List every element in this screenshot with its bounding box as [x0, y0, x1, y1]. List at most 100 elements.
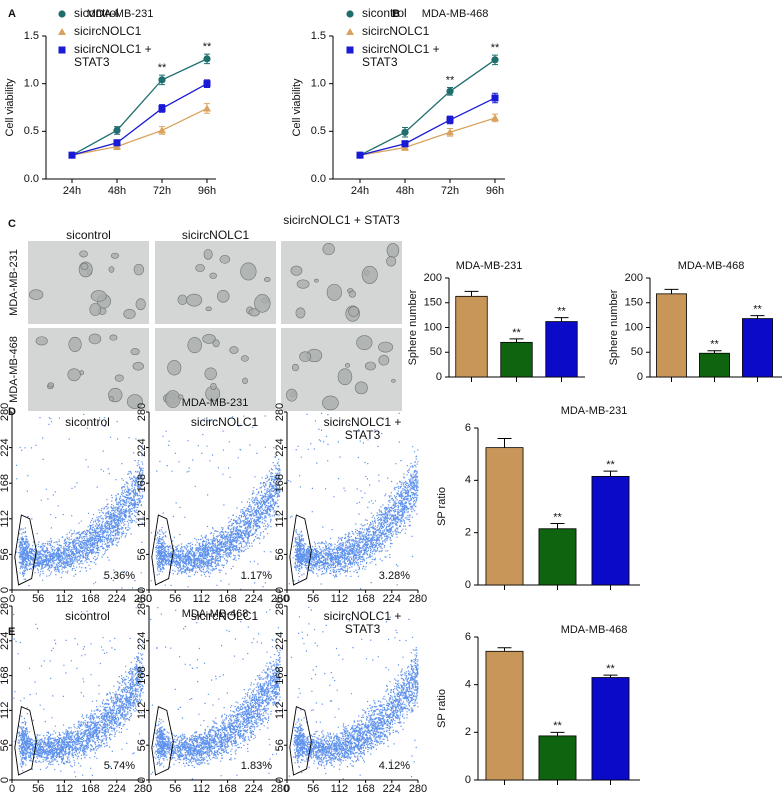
sphere: [291, 363, 299, 372]
marker: [491, 56, 499, 64]
x-tick-label: 280: [134, 783, 152, 795]
sphere: [109, 334, 118, 341]
x-tick-label: 48h: [396, 185, 414, 197]
y-tick-label: 280: [274, 403, 286, 421]
marker: [446, 128, 454, 136]
x-tick-label: 0: [146, 593, 152, 605]
sphere: [326, 283, 342, 301]
y-tick-label: 0: [465, 579, 471, 591]
y-tick-label: 56: [274, 548, 286, 560]
x-tick-label: 112: [193, 783, 211, 795]
legend-label-box: sicircNOLC1: [74, 25, 141, 38]
legend-label: sicontrol: [362, 7, 407, 20]
sphere: [263, 277, 271, 282]
error-bar: [603, 470, 618, 477]
y-tick-label: 0: [465, 774, 471, 786]
y-tick-label: 0: [637, 371, 643, 383]
gate-percent: 1.83%: [241, 760, 272, 772]
sphere: [178, 394, 184, 400]
series-line: [71, 107, 208, 156]
x-tick-label: 280: [271, 593, 289, 605]
y-tick-label: 112: [136, 510, 148, 528]
x-tick-label: 280: [409, 593, 427, 605]
x-tick-label: 224: [383, 783, 401, 795]
series-line: [359, 117, 496, 156]
sphere: [299, 351, 312, 362]
event-cloud: [150, 413, 281, 590]
marker: [158, 104, 166, 112]
sphere: [108, 266, 115, 273]
sphere: [286, 388, 298, 402]
sphere: [242, 377, 248, 385]
panel-letter: A: [8, 8, 16, 20]
error-bar: [664, 288, 679, 294]
y-tick-label: 280: [0, 597, 11, 615]
sphere: [111, 252, 119, 259]
sphere: [133, 263, 145, 276]
x-tick-label: 96h: [486, 185, 504, 197]
y-tick-label: 1.0: [24, 78, 39, 90]
bar: [699, 352, 730, 378]
x-tick-label: 96h: [198, 185, 216, 197]
x-tick-label: 112: [56, 593, 74, 605]
marker: [158, 126, 166, 134]
sphere: [35, 336, 48, 346]
legend-label-box: sicircNOLC1: [362, 25, 429, 38]
y-tick-label: 100: [625, 321, 643, 333]
sphere: [365, 361, 376, 371]
y-tick-label: 168: [136, 666, 148, 684]
bar: [591, 677, 630, 781]
bar: [656, 293, 687, 378]
plot-label-box: sicircNOLC1: [191, 610, 258, 623]
y-axis-label: Cell viability: [291, 78, 303, 137]
column-label: sicircNOLC1 + STAT3: [283, 214, 400, 227]
error-bar: [497, 647, 512, 652]
y-tick-label: 4: [465, 679, 471, 691]
sphere: [132, 361, 144, 371]
sphere: [378, 354, 390, 366]
legend-label-box: sicircNOLC1 + STAT3: [74, 43, 152, 69]
legend-label: sicircNOLC1 + STAT3: [74, 43, 152, 69]
sphere: [209, 272, 217, 279]
y-tick-label: 50: [631, 346, 643, 358]
x-tick-label: 224: [245, 593, 263, 605]
gate-percent: 4.12%: [379, 760, 410, 772]
x-tick-label: 56: [169, 593, 181, 605]
sphere: [378, 341, 394, 353]
error-bar: [554, 317, 569, 322]
sphere: [216, 290, 230, 303]
sphere: [177, 294, 188, 305]
sphere: [354, 381, 368, 395]
y-tick-label: 56: [136, 548, 148, 560]
sphere: [79, 250, 88, 258]
plot-label: sicircNOLC1 + STAT3: [323, 610, 402, 636]
plot-label: sicircNOLC1 + STAT3: [323, 416, 402, 442]
y-tick-label: 50: [430, 346, 442, 358]
chart-title: MDA-MB-468: [182, 608, 249, 620]
column-label-box: sicircNOLC1 + STAT3: [283, 214, 400, 227]
marker: [401, 128, 409, 136]
bar: [485, 650, 524, 781]
series-line: [71, 58, 208, 156]
y-tick-label: 168: [136, 474, 148, 492]
marker: [446, 87, 454, 95]
plot-label-box: sicircNOLC1 + STAT3: [323, 416, 402, 442]
y-tick-label: 2: [465, 527, 471, 539]
x-tick-label: 24h: [351, 185, 369, 197]
plot-label-box: sicircNOLC1: [191, 416, 258, 429]
y-tick-label: 112: [0, 510, 11, 528]
gate: [151, 514, 174, 586]
sphere: [126, 394, 143, 409]
sphere: [295, 307, 306, 319]
y-tick-label: 0.0: [24, 173, 39, 185]
y-tick-label: 168: [274, 666, 286, 684]
x-tick-label: 112: [331, 593, 349, 605]
sphere: [204, 367, 217, 380]
marker: [491, 113, 499, 121]
x-tick-label: 280: [271, 783, 289, 795]
y-tick-label: 0.0: [311, 173, 326, 185]
plot-label-box: sicircNOLC1 + STAT3: [323, 610, 402, 636]
marker: [203, 80, 211, 88]
sphere: [361, 265, 378, 284]
